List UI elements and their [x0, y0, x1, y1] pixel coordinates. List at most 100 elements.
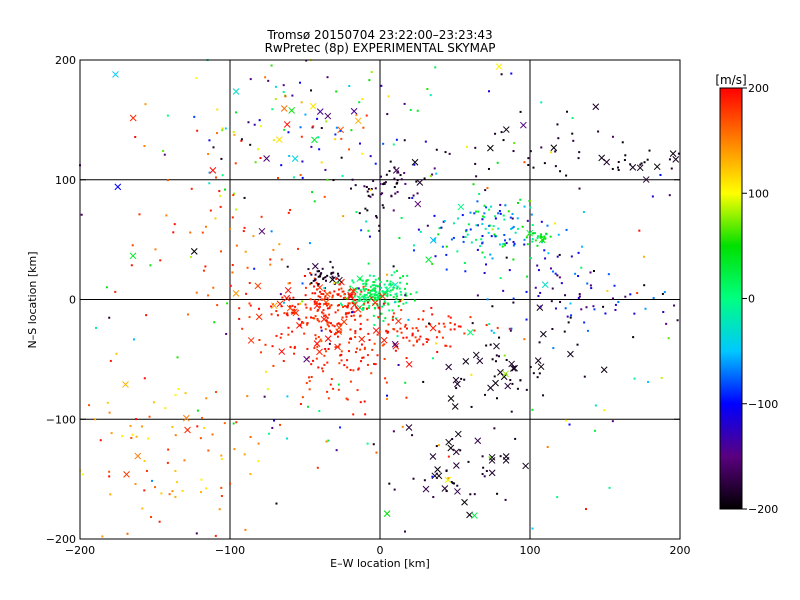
- data-point: [569, 316, 572, 319]
- data-point: [525, 318, 528, 321]
- data-point: [322, 312, 325, 315]
- data-point: [371, 289, 374, 292]
- data-point: [405, 396, 408, 399]
- data-point: [193, 115, 196, 118]
- data-point: [402, 275, 405, 278]
- data-point: [502, 242, 505, 245]
- data-point: [400, 216, 403, 219]
- data-point: [218, 190, 221, 193]
- data-point: [376, 354, 379, 357]
- data-point: [395, 269, 398, 272]
- data-point: [526, 243, 529, 246]
- data-point: [340, 287, 343, 290]
- data-point: [375, 215, 378, 218]
- data-point: [271, 108, 274, 111]
- data-point: [483, 256, 486, 259]
- colorbar-ticks: 200 100 0 −100 −200: [742, 82, 778, 516]
- data-point: [328, 342, 331, 345]
- data-point: [152, 401, 155, 404]
- data-point: [150, 479, 153, 482]
- data-point: [396, 170, 399, 173]
- data-point: [488, 322, 491, 325]
- data-point: [559, 170, 562, 173]
- data-point-cross: [263, 155, 270, 162]
- data-point-cross: [316, 108, 324, 116]
- data-point: [134, 483, 137, 486]
- data-point: [404, 292, 407, 295]
- data-point: [384, 302, 387, 305]
- data-point-cross: [471, 512, 478, 519]
- data-point: [384, 377, 387, 380]
- data-point: [267, 432, 270, 435]
- data-point: [214, 534, 217, 537]
- data-point: [373, 362, 376, 365]
- data-point: [286, 265, 289, 268]
- data-point-cross: [669, 150, 677, 157]
- data-point: [401, 425, 404, 428]
- data-point: [397, 364, 400, 367]
- data-point: [288, 154, 291, 157]
- data-point: [400, 178, 403, 181]
- data-point: [464, 236, 467, 239]
- data-point: [500, 73, 503, 76]
- data-point: [243, 453, 246, 456]
- data-point: [526, 275, 529, 278]
- data-point-cross: [337, 126, 345, 134]
- data-point: [246, 266, 249, 269]
- data-point: [317, 366, 320, 369]
- data-point: [232, 422, 235, 425]
- data-point: [294, 305, 297, 308]
- data-point: [463, 378, 466, 381]
- data-point: [348, 288, 351, 291]
- data-point: [554, 222, 557, 225]
- data-point: [665, 322, 668, 325]
- data-point: [511, 382, 514, 385]
- data-point: [580, 266, 583, 269]
- data-point: [331, 324, 334, 327]
- data-point: [391, 288, 394, 291]
- data-point: [316, 343, 319, 346]
- data-point: [360, 290, 363, 293]
- data-point: [373, 289, 376, 292]
- data-point: [387, 95, 390, 98]
- data-point: [326, 321, 329, 324]
- data-point: [280, 305, 283, 308]
- data-point: [396, 190, 399, 193]
- data-point-cross: [379, 292, 386, 300]
- data-point-cross: [472, 351, 480, 359]
- data-point: [187, 313, 190, 316]
- data-point: [346, 304, 349, 307]
- data-point: [389, 284, 392, 287]
- data-point: [390, 274, 393, 277]
- data-point: [363, 185, 366, 188]
- data-point: [354, 336, 357, 339]
- data-point: [372, 281, 375, 284]
- data-point: [386, 293, 389, 296]
- data-point: [478, 193, 481, 196]
- data-point: [373, 294, 376, 297]
- data-point: [131, 433, 134, 436]
- data-point: [531, 237, 534, 240]
- data-point-cross: [255, 313, 263, 321]
- data-point: [469, 493, 472, 496]
- data-point: [310, 145, 313, 148]
- data-point: [365, 299, 368, 302]
- data-point: [132, 338, 135, 341]
- data-point: [510, 410, 513, 413]
- data-point: [207, 152, 210, 155]
- data-point: [445, 268, 448, 271]
- data-point: [260, 351, 263, 354]
- data-point: [417, 329, 420, 332]
- data-point-cross: [322, 299, 330, 306]
- data-point: [475, 224, 478, 227]
- data-point: [272, 248, 275, 251]
- data-point: [368, 291, 371, 294]
- data-point: [283, 128, 286, 131]
- data-point: [319, 302, 322, 305]
- data-point: [264, 76, 267, 79]
- data-point: [668, 194, 671, 197]
- data-point: [528, 199, 531, 202]
- data-point: [367, 296, 370, 299]
- data-point: [215, 391, 218, 394]
- colorbar-gradient: [719, 87, 743, 510]
